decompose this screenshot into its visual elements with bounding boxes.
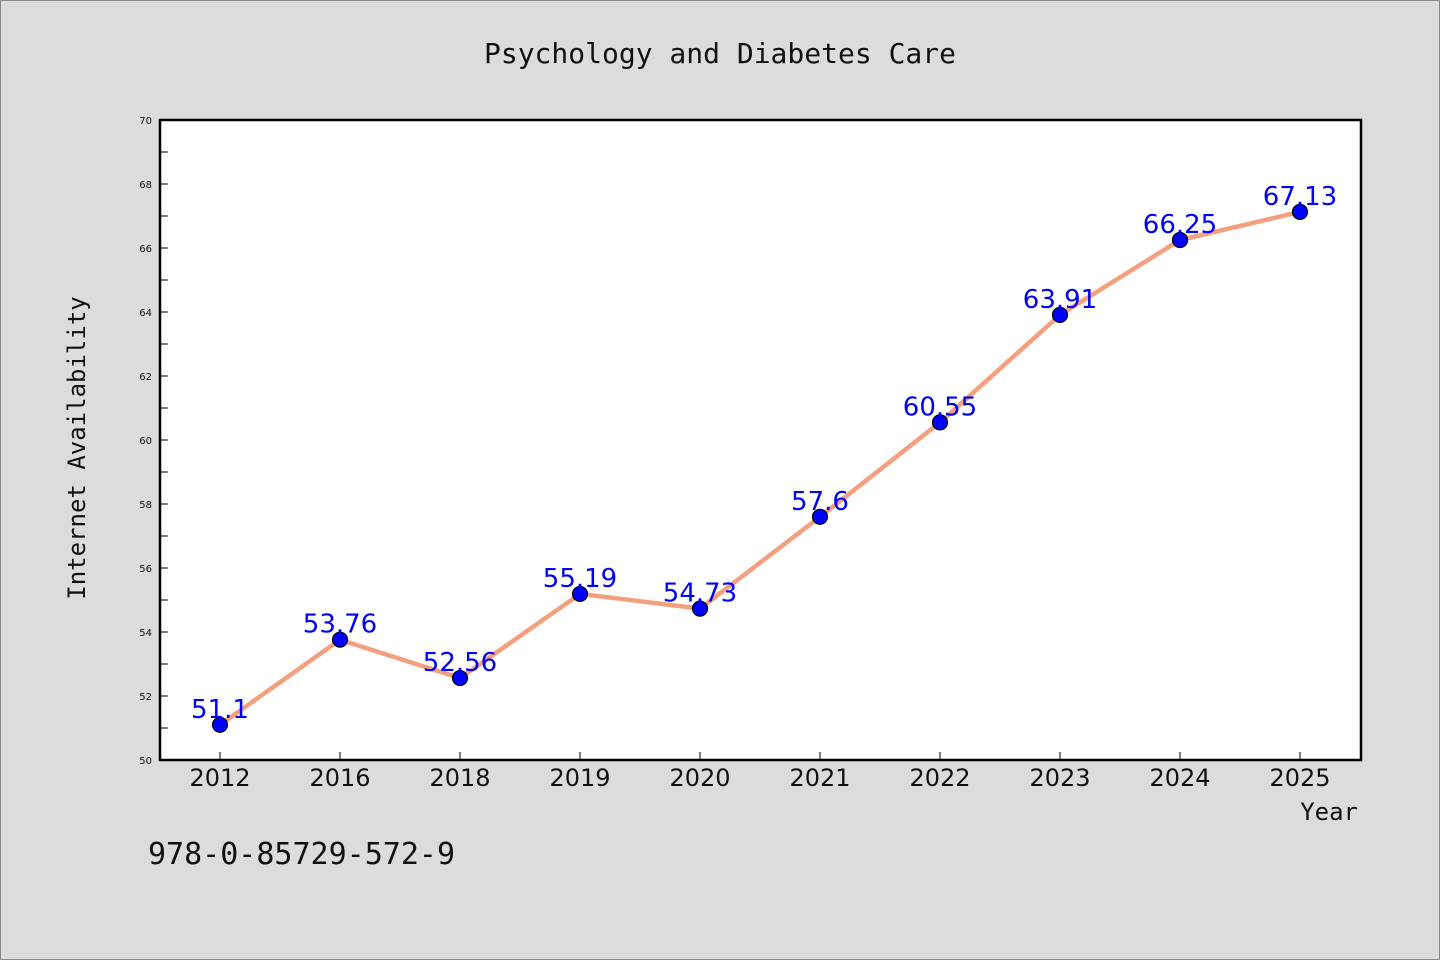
y-axis: 50 52 54 56 58 60 62 64 66 68 70 <box>139 116 168 767</box>
x-tick-label: 2018 <box>429 764 490 792</box>
x-tick-label: 2022 <box>909 764 970 792</box>
data-label: 54.73 <box>663 579 737 609</box>
data-point <box>1171 231 1189 249</box>
y-tick-label: 70 <box>139 116 152 127</box>
x-tick-label: 2021 <box>789 764 850 792</box>
x-axis: 2012 2016 2018 2019 2020 2021 2022 2023 2024 2025 <box>189 752 1331 792</box>
y-axis-label: Internet Availability <box>63 296 91 599</box>
data-point <box>1051 306 1069 323</box>
x-tick-label: 2020 <box>669 764 730 792</box>
y-tick-label: 52 <box>139 692 152 703</box>
data-label: 66.25 <box>1143 210 1217 240</box>
y-tick-label: 62 <box>139 372 152 383</box>
data-labels: 51.1 53.76 52.56 55.19 54.73 57.6 60.55 63.91 66… <box>191 182 1337 725</box>
y-tick-label: 58 <box>139 500 152 511</box>
data-point <box>811 508 829 525</box>
x-axis-label: Year <box>1300 798 1358 826</box>
data-label: 63.91 <box>1023 285 1097 315</box>
y-tick-label: 56 <box>139 564 152 575</box>
series-markers <box>211 203 1309 733</box>
data-label: 51.1 <box>191 695 249 725</box>
data-label: 55.19 <box>543 564 617 594</box>
x-tick-label: 2016 <box>309 764 370 792</box>
data-point <box>211 716 229 733</box>
data-point <box>571 585 589 603</box>
data-label: 57.6 <box>791 487 849 517</box>
plot-area <box>158 118 1363 762</box>
data-point <box>1291 203 1309 220</box>
data-point <box>451 669 469 687</box>
data-point <box>931 414 949 431</box>
chart-title: Psychology and Diabetes Care <box>484 37 956 70</box>
x-tick-label: 2019 <box>549 764 610 792</box>
x-tick-label: 2023 <box>1029 764 1090 792</box>
data-label: 52.56 <box>423 648 497 678</box>
y-tick-label: 54 <box>139 628 152 639</box>
y-tick-label: 66 <box>139 244 152 255</box>
data-label: 53.76 <box>303 610 377 640</box>
y-tick-label: 68 <box>139 180 152 191</box>
x-tick-label: 2012 <box>189 764 250 792</box>
y-tick-label: 60 <box>139 436 152 447</box>
data-label: 60.55 <box>903 392 977 422</box>
x-tick-label: 2025 <box>1269 764 1330 792</box>
data-point <box>691 600 709 617</box>
y-tick-label: 64 <box>139 308 152 319</box>
data-label: 67.13 <box>1263 182 1337 212</box>
series-line <box>217 209 1303 728</box>
isbn-text: 978-0-85729-572-9 <box>148 837 455 872</box>
y-tick-label: 50 <box>139 756 152 767</box>
x-tick-label: 2024 <box>1149 764 1210 792</box>
data-point <box>331 631 349 648</box>
